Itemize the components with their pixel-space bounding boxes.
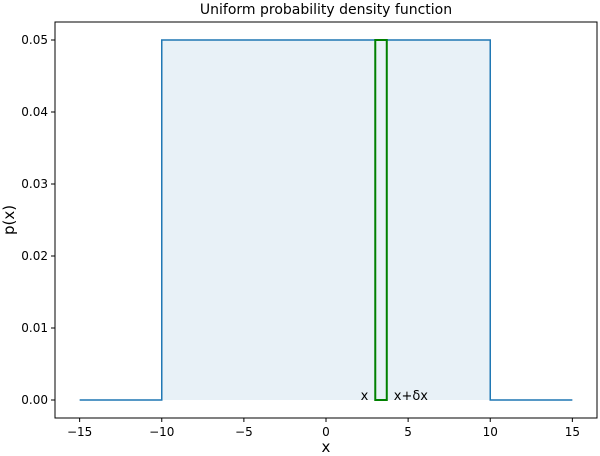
line [79,39,573,401]
y-tick-label: 0.01 [21,321,48,335]
x-tick-label: −10 [149,425,174,439]
chart-title: Uniform probability density function [200,2,452,18]
x-tick-label: 5 [404,425,412,439]
area [79,40,573,400]
annotation: x+δx [394,389,429,404]
annotation: x [361,389,369,404]
plot-frame [54,21,598,419]
y-tick-label: 0.04 [21,105,48,119]
x-axis-label: x [322,438,331,456]
highlight-bar [374,39,388,401]
y-axis-label: p(x) [0,205,18,235]
x-tick-label: 0 [322,425,330,439]
y-tick-label: 0.02 [21,249,48,263]
x-tick-label: −15 [67,425,92,439]
y-tick-label: 0.00 [21,393,48,407]
y-tick-label: 0.03 [21,177,48,191]
x-tick-label: 15 [565,425,580,439]
x-tick-label: −5 [235,425,253,439]
x-tick-label: 10 [483,425,498,439]
y-tick-label: 0.05 [21,33,48,47]
